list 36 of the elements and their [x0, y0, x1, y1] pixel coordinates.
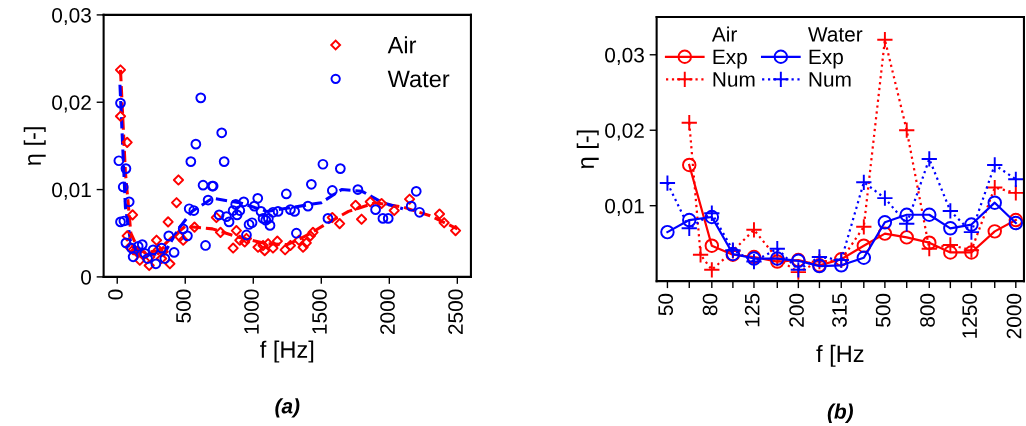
legend-label: Num [713, 72, 755, 87]
annotation: Water [808, 27, 863, 42]
x-tick-label: 1250 [962, 293, 978, 338]
legend-label: Exp [713, 49, 747, 69]
y-tick-label: 0,02 [605, 123, 644, 141]
x-tick-label: 500 [875, 293, 891, 327]
y-tick-label: 0,01 [605, 198, 644, 216]
x-tick-label: 2000 [380, 289, 395, 334]
x-axis-title: f [Hz] [260, 340, 314, 363]
x-tick-label: 2000 [1006, 293, 1022, 339]
legend-label: Water [387, 70, 450, 88]
text: (b) [827, 403, 853, 423]
y-axis-title: η [-] [23, 127, 46, 166]
text: (a) [275, 398, 300, 418]
x-tick-label: 1000 [244, 289, 259, 334]
x-tick-label: 500 [176, 289, 191, 323]
y-tick-label: 0 [81, 269, 92, 285]
y-tick-label: 0,02 [52, 95, 91, 113]
x-tick-label: 200 [789, 293, 804, 327]
annotation: Air [711, 26, 737, 42]
x-axis-title: f [Hz [816, 344, 864, 367]
legend-label: Air [387, 36, 417, 54]
x-tick-label: 800 [920, 293, 935, 327]
y-tick-label: 0,03 [52, 7, 91, 26]
y-tick-label: 0,01 [52, 182, 91, 200]
x-tick-label: 50 [658, 293, 674, 316]
legend-label: Exp [809, 49, 843, 69]
x-tick-label: 80 [702, 293, 718, 316]
y-tick-label: 0,03 [605, 47, 644, 65]
x-tick-label: 2500 [448, 289, 463, 334]
x-tick-label: 0 [108, 289, 123, 300]
x-tick-label: 315 [832, 293, 847, 327]
x-tick-label: 1500 [312, 289, 327, 334]
x-tick-label: 125 [744, 293, 760, 327]
y-axis-title: η [-] [576, 130, 599, 169]
legend-label: Num [809, 72, 851, 87]
